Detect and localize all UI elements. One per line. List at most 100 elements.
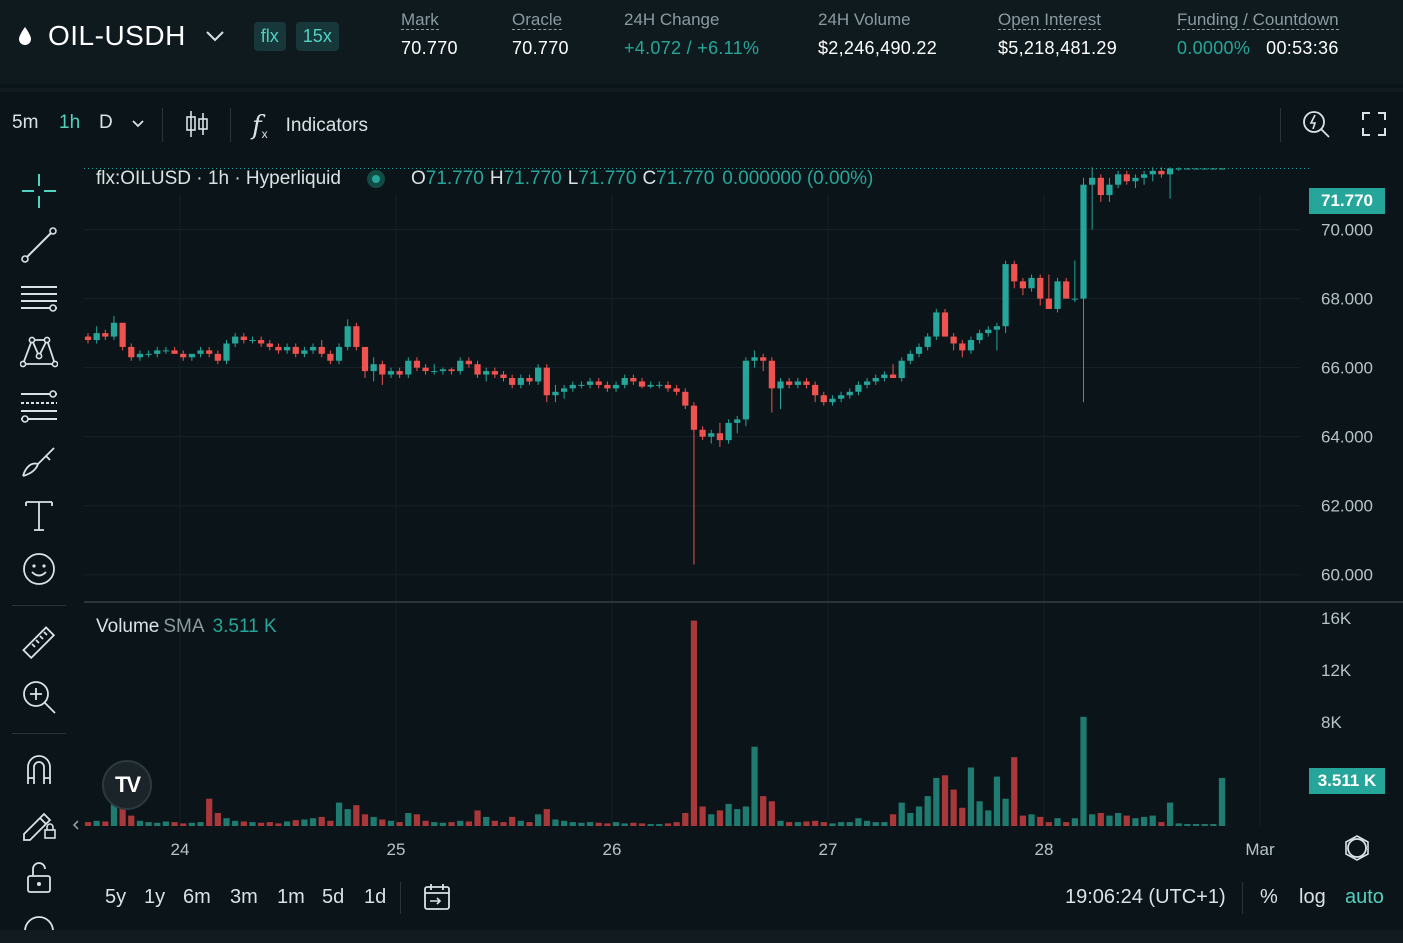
price-axis-label: 62.000 (1321, 497, 1373, 516)
interval-1h[interactable]: 1h (59, 112, 81, 133)
horizontal-lines-icon[interactable] (20, 280, 58, 318)
candles-chart-type-icon[interactable] (184, 108, 210, 140)
leverage-badge: 15x (295, 21, 339, 51)
stat-mark: Mark 70.770 (401, 10, 458, 59)
open-label: O (410, 168, 426, 189)
candle-body (1097, 177, 1104, 196)
eye-icon[interactable] (20, 912, 58, 930)
volume-bar (258, 822, 265, 826)
range-3m[interactable]: 3m (230, 886, 258, 908)
volume-bar (881, 822, 888, 826)
volume-bar (1002, 798, 1009, 826)
indicators-button[interactable]: f x Indicators (252, 106, 368, 146)
volume-bar (1115, 813, 1122, 826)
candle-body (1166, 168, 1174, 175)
volume-bar (1175, 823, 1182, 826)
volume-axis-label: 8K (1321, 713, 1342, 732)
clock-timezone[interactable]: 19:06:24 (UTC+1) (1065, 886, 1226, 908)
unlock-icon[interactable] (20, 858, 58, 896)
toolbar-divider (162, 108, 163, 142)
volume-bar (664, 823, 672, 826)
volume-bar (1166, 802, 1174, 826)
funding-rate: 0.0000% (1177, 38, 1251, 58)
candle-body (898, 360, 905, 378)
interval-d[interactable]: D (99, 112, 113, 133)
volume-bar (232, 820, 239, 826)
auto-scale-toggle[interactable]: auto (1345, 886, 1384, 908)
candle-body (457, 360, 464, 372)
collapse-chevron-left-icon[interactable] (70, 818, 82, 832)
interval-5m[interactable]: 5m (12, 112, 39, 133)
price-axis-label: 68.000 (1321, 290, 1373, 309)
candle-body (223, 343, 230, 361)
candle-body (768, 360, 775, 389)
volume-bar (1011, 757, 1018, 826)
drawing-toolbar (0, 154, 78, 943)
text-tool-icon[interactable] (20, 496, 58, 534)
stat-label[interactable]: Mark (401, 10, 439, 30)
chart-area[interactable]: 70.000 68.000 66.000 64.000 62.000 60.000 16K 1… (72, 154, 1403, 866)
pattern-tool-icon[interactable] (19, 334, 59, 372)
crosshair-icon[interactable] (20, 172, 58, 210)
fullscreen-icon[interactable] (1360, 110, 1388, 138)
quick-search-icon[interactable] (1300, 108, 1332, 140)
volume-bar (1019, 815, 1027, 826)
zoom-in-icon[interactable] (20, 678, 58, 716)
candle-body (638, 381, 646, 387)
candle-body (1218, 168, 1226, 170)
volume-bar (829, 823, 836, 826)
price-chart[interactable]: 70.000 68.000 66.000 64.000 62.000 60.000 16K 1… (84, 154, 1403, 866)
stat-label[interactable]: Open Interest (998, 10, 1102, 30)
function-icon-sub: x (261, 127, 268, 141)
volume-bar (569, 822, 576, 826)
candle-body (84, 336, 92, 341)
volume-bar (162, 821, 170, 826)
range-5y[interactable]: 5y (105, 886, 127, 908)
volume-bar (708, 814, 715, 826)
tradingview-logo[interactable]: TV (102, 760, 152, 810)
fib-retracement-icon[interactable] (20, 388, 58, 426)
candle-body (586, 381, 594, 385)
interval-chevron-down-icon[interactable] (130, 118, 146, 130)
stat-label[interactable]: Oracle (512, 10, 563, 30)
volume-title[interactable]: Volume (96, 616, 160, 637)
range-1y[interactable]: 1y (144, 886, 166, 908)
footer-strip (0, 930, 1403, 943)
candle-body (915, 346, 923, 354)
high-value: 71.770 (503, 168, 562, 189)
candle-body (656, 384, 663, 386)
candle-body (292, 346, 299, 354)
stat-label[interactable]: Funding / Countdown (1177, 10, 1339, 30)
candle-body (500, 374, 507, 378)
range-5d[interactable]: 5d (322, 886, 345, 908)
candle-body (309, 346, 317, 351)
volume-bar (197, 822, 204, 826)
percent-scale-toggle[interactable]: % (1260, 886, 1278, 908)
candle-body (1080, 184, 1087, 299)
price-axis-label: 60.000 (1321, 566, 1373, 585)
go-to-date-icon[interactable] (422, 882, 452, 912)
trend-line-icon[interactable] (20, 226, 58, 264)
log-scale-toggle[interactable]: log (1299, 886, 1326, 908)
symbol-label[interactable]: flx:OILUSD · 1h · Hyperliquid (96, 168, 341, 189)
volume-bar (751, 746, 758, 826)
candle-body (803, 381, 810, 385)
volume-bar (283, 821, 291, 826)
volume-bar (820, 822, 827, 826)
candle-body (560, 388, 568, 392)
ruler-icon[interactable] (20, 624, 58, 662)
magnet-icon[interactable] (20, 750, 58, 788)
brush-icon[interactable] (20, 442, 58, 480)
volume-bar (1037, 816, 1044, 826)
volume-bar (361, 814, 369, 826)
range-6m[interactable]: 6m (183, 886, 211, 908)
chevron-down-icon[interactable] (204, 29, 226, 43)
axis-settings-icon[interactable] (1347, 838, 1367, 858)
candle-body (872, 378, 879, 382)
pair-selector[interactable]: OIL-USDH flx 15x (18, 14, 339, 58)
emoji-icon[interactable] (20, 550, 58, 588)
range-1m[interactable]: 1m (277, 886, 305, 908)
lock-drawing-pencil-icon[interactable] (20, 804, 58, 842)
candle-body (535, 367, 542, 382)
range-1d[interactable]: 1d (364, 886, 387, 908)
